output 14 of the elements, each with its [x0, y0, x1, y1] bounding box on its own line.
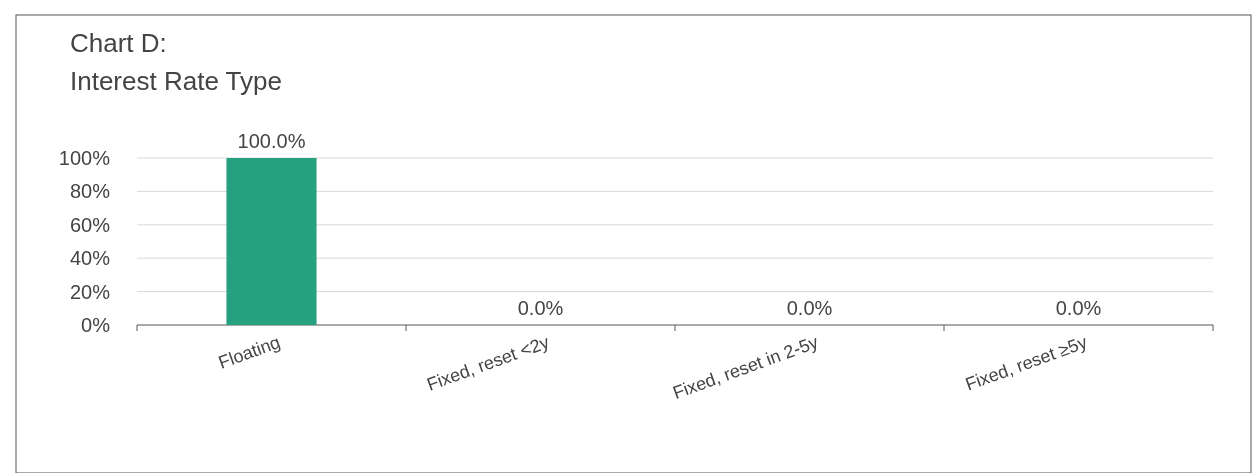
- y-tick-label: 40%: [69, 247, 111, 270]
- data-label: 0.0%: [1055, 297, 1102, 319]
- y-tick-label: 20%: [69, 280, 111, 303]
- data-label: 100.0%: [237, 130, 306, 152]
- data-label: 0.0%: [517, 297, 564, 319]
- y-tick-label: 60%: [69, 213, 111, 236]
- x-tick-label: Fixed, reset ≥5y: [962, 331, 1090, 395]
- x-tick-label: Fixed, reset <2y: [424, 331, 552, 395]
- data-label: 0.0%: [786, 297, 833, 319]
- y-tick-label: 0%: [81, 314, 111, 336]
- x-tick-label: Fixed, reset in 2-5y: [670, 331, 821, 404]
- y-tick-label: 80%: [69, 180, 111, 203]
- y-tick-label: 100%: [58, 147, 111, 169]
- chart-title: Chart D: Interest Rate Type: [70, 28, 282, 96]
